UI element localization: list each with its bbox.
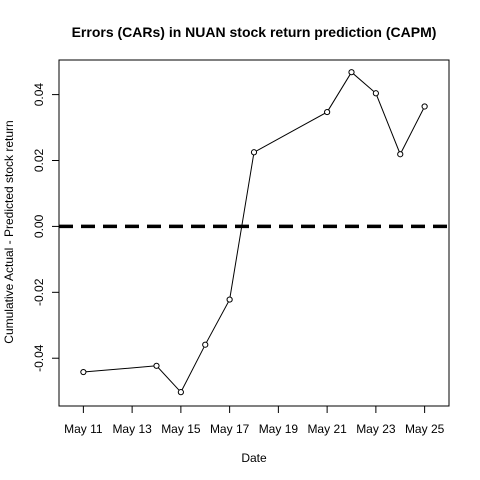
- x-tick-label: May 23: [356, 422, 396, 436]
- y-tick-label: 0.02: [32, 149, 46, 173]
- data-point: [421, 103, 428, 110]
- y-tick-label: 0.04: [32, 83, 46, 107]
- data-point: [250, 149, 258, 156]
- data-point: [177, 389, 184, 396]
- data-point: [348, 69, 355, 76]
- plot-area: May 11 May 13 May 15 May 17 May 19 May 21 May …: [32, 59, 450, 436]
- x-tick-label: May 19: [259, 422, 299, 436]
- y-axis-label: Cumulative Actual - Predicted stock retu…: [2, 120, 16, 343]
- chart-title: Errors (CARs) in NUAN stock return predi…: [72, 24, 437, 40]
- x-tick-label: May 11: [64, 422, 103, 436]
- data-point: [153, 362, 160, 369]
- data-point: [324, 108, 331, 116]
- x-tick-label: May 25: [405, 422, 445, 436]
- data-point: [202, 341, 209, 348]
- data-point: [372, 90, 379, 97]
- x-tick-label: May 15: [161, 422, 201, 436]
- x-tick-label: May 13: [112, 422, 152, 436]
- series-line: [83, 71, 426, 394]
- y-tick-label: -0.02: [32, 278, 46, 306]
- data-point: [397, 151, 404, 158]
- y-tick-label: -0.04: [32, 344, 46, 372]
- data-point: [80, 368, 87, 376]
- x-axis-label: Date: [241, 451, 267, 465]
- x-tick-label: May 17: [210, 422, 250, 436]
- y-tick-label: 0.00: [32, 214, 46, 238]
- x-tick-label: May 21: [307, 422, 347, 436]
- data-point: [226, 296, 233, 303]
- plot-frame: [58, 59, 450, 407]
